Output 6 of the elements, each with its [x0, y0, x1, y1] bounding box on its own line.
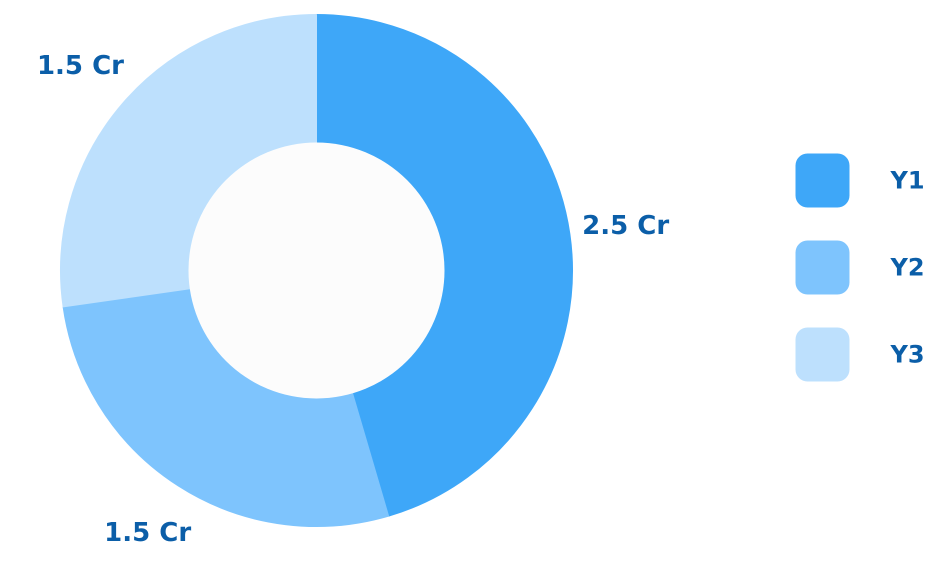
legend-label: Y2	[890, 254, 925, 282]
data-label: 1.5 Cr	[36, 50, 124, 81]
data-label: 1.5 Cr	[104, 518, 192, 548]
legend-label: Y3	[890, 340, 925, 368]
legend-label: Y1	[890, 166, 925, 194]
data-label: 2.5 Cr	[582, 211, 670, 242]
